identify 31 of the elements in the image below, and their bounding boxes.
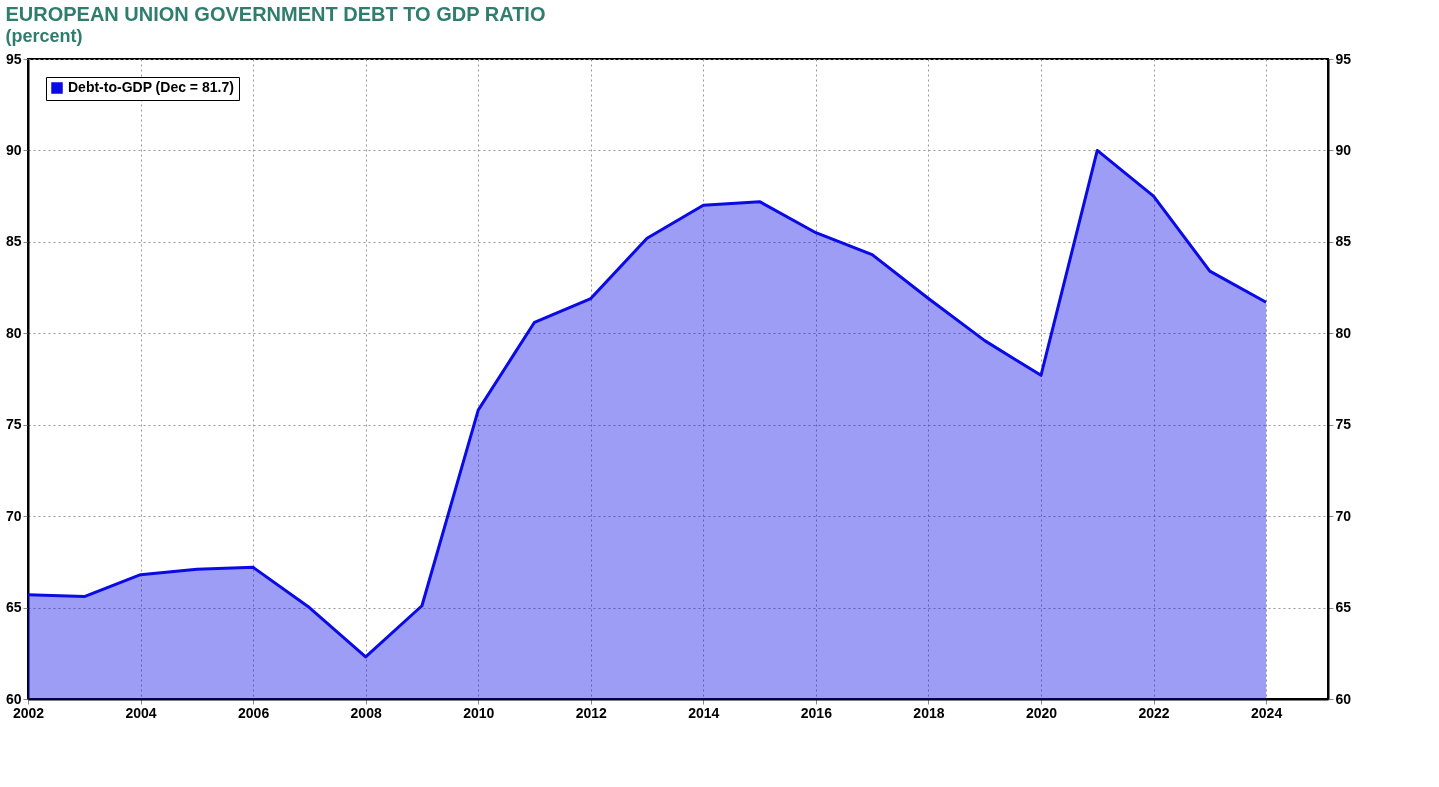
y2-tick-label: 85 bbox=[1335, 233, 1352, 250]
y-tick-label: 80 bbox=[5, 324, 22, 341]
x-tick-label: 2016 bbox=[800, 704, 833, 721]
y2-tick-label: 65 bbox=[1335, 599, 1352, 616]
y2-tick-label: 60 bbox=[1335, 690, 1352, 707]
x-tick-label: 2020 bbox=[1025, 704, 1058, 721]
x-tick-label: 2004 bbox=[125, 704, 157, 721]
y-tick-label: 60 bbox=[5, 690, 22, 707]
legend-label: Debt-to-GDP (Dec = 81.7) bbox=[68, 79, 234, 95]
x-tick-label: 2014 bbox=[688, 704, 720, 721]
x-tick-label: 2006 bbox=[238, 704, 270, 721]
chart-title: EUROPEAN UNION GOVERNMENT DEBT TO GDP RATIO bbox=[5, 3, 546, 25]
x-tick-label: 2012 bbox=[575, 704, 608, 721]
x-tick-label: 2002 bbox=[12, 704, 45, 721]
y-tick-label: 70 bbox=[5, 507, 22, 524]
y-tick-label: 90 bbox=[5, 141, 22, 158]
x-tick-label: 2018 bbox=[913, 704, 945, 721]
y2-tick-label: 80 bbox=[1335, 324, 1352, 341]
chart-subtitle: (percent) bbox=[5, 26, 83, 46]
y-tick-label: 75 bbox=[5, 416, 22, 433]
y-tick-label: 65 bbox=[5, 599, 22, 616]
y2-tick-label: 95 bbox=[1335, 50, 1352, 67]
y2-tick-label: 75 bbox=[1335, 416, 1352, 433]
x-tick-label: 2022 bbox=[1138, 704, 1170, 721]
y2-tick-label: 70 bbox=[1335, 507, 1352, 524]
x-tick-label: 2010 bbox=[463, 704, 495, 721]
y2-tick-label: 90 bbox=[1335, 141, 1352, 158]
y-tick-label: 95 bbox=[5, 50, 22, 67]
y-tick-label: 85 bbox=[5, 233, 22, 250]
x-tick-label: 2024 bbox=[1251, 704, 1283, 721]
x-tick-label: 2008 bbox=[350, 704, 382, 721]
